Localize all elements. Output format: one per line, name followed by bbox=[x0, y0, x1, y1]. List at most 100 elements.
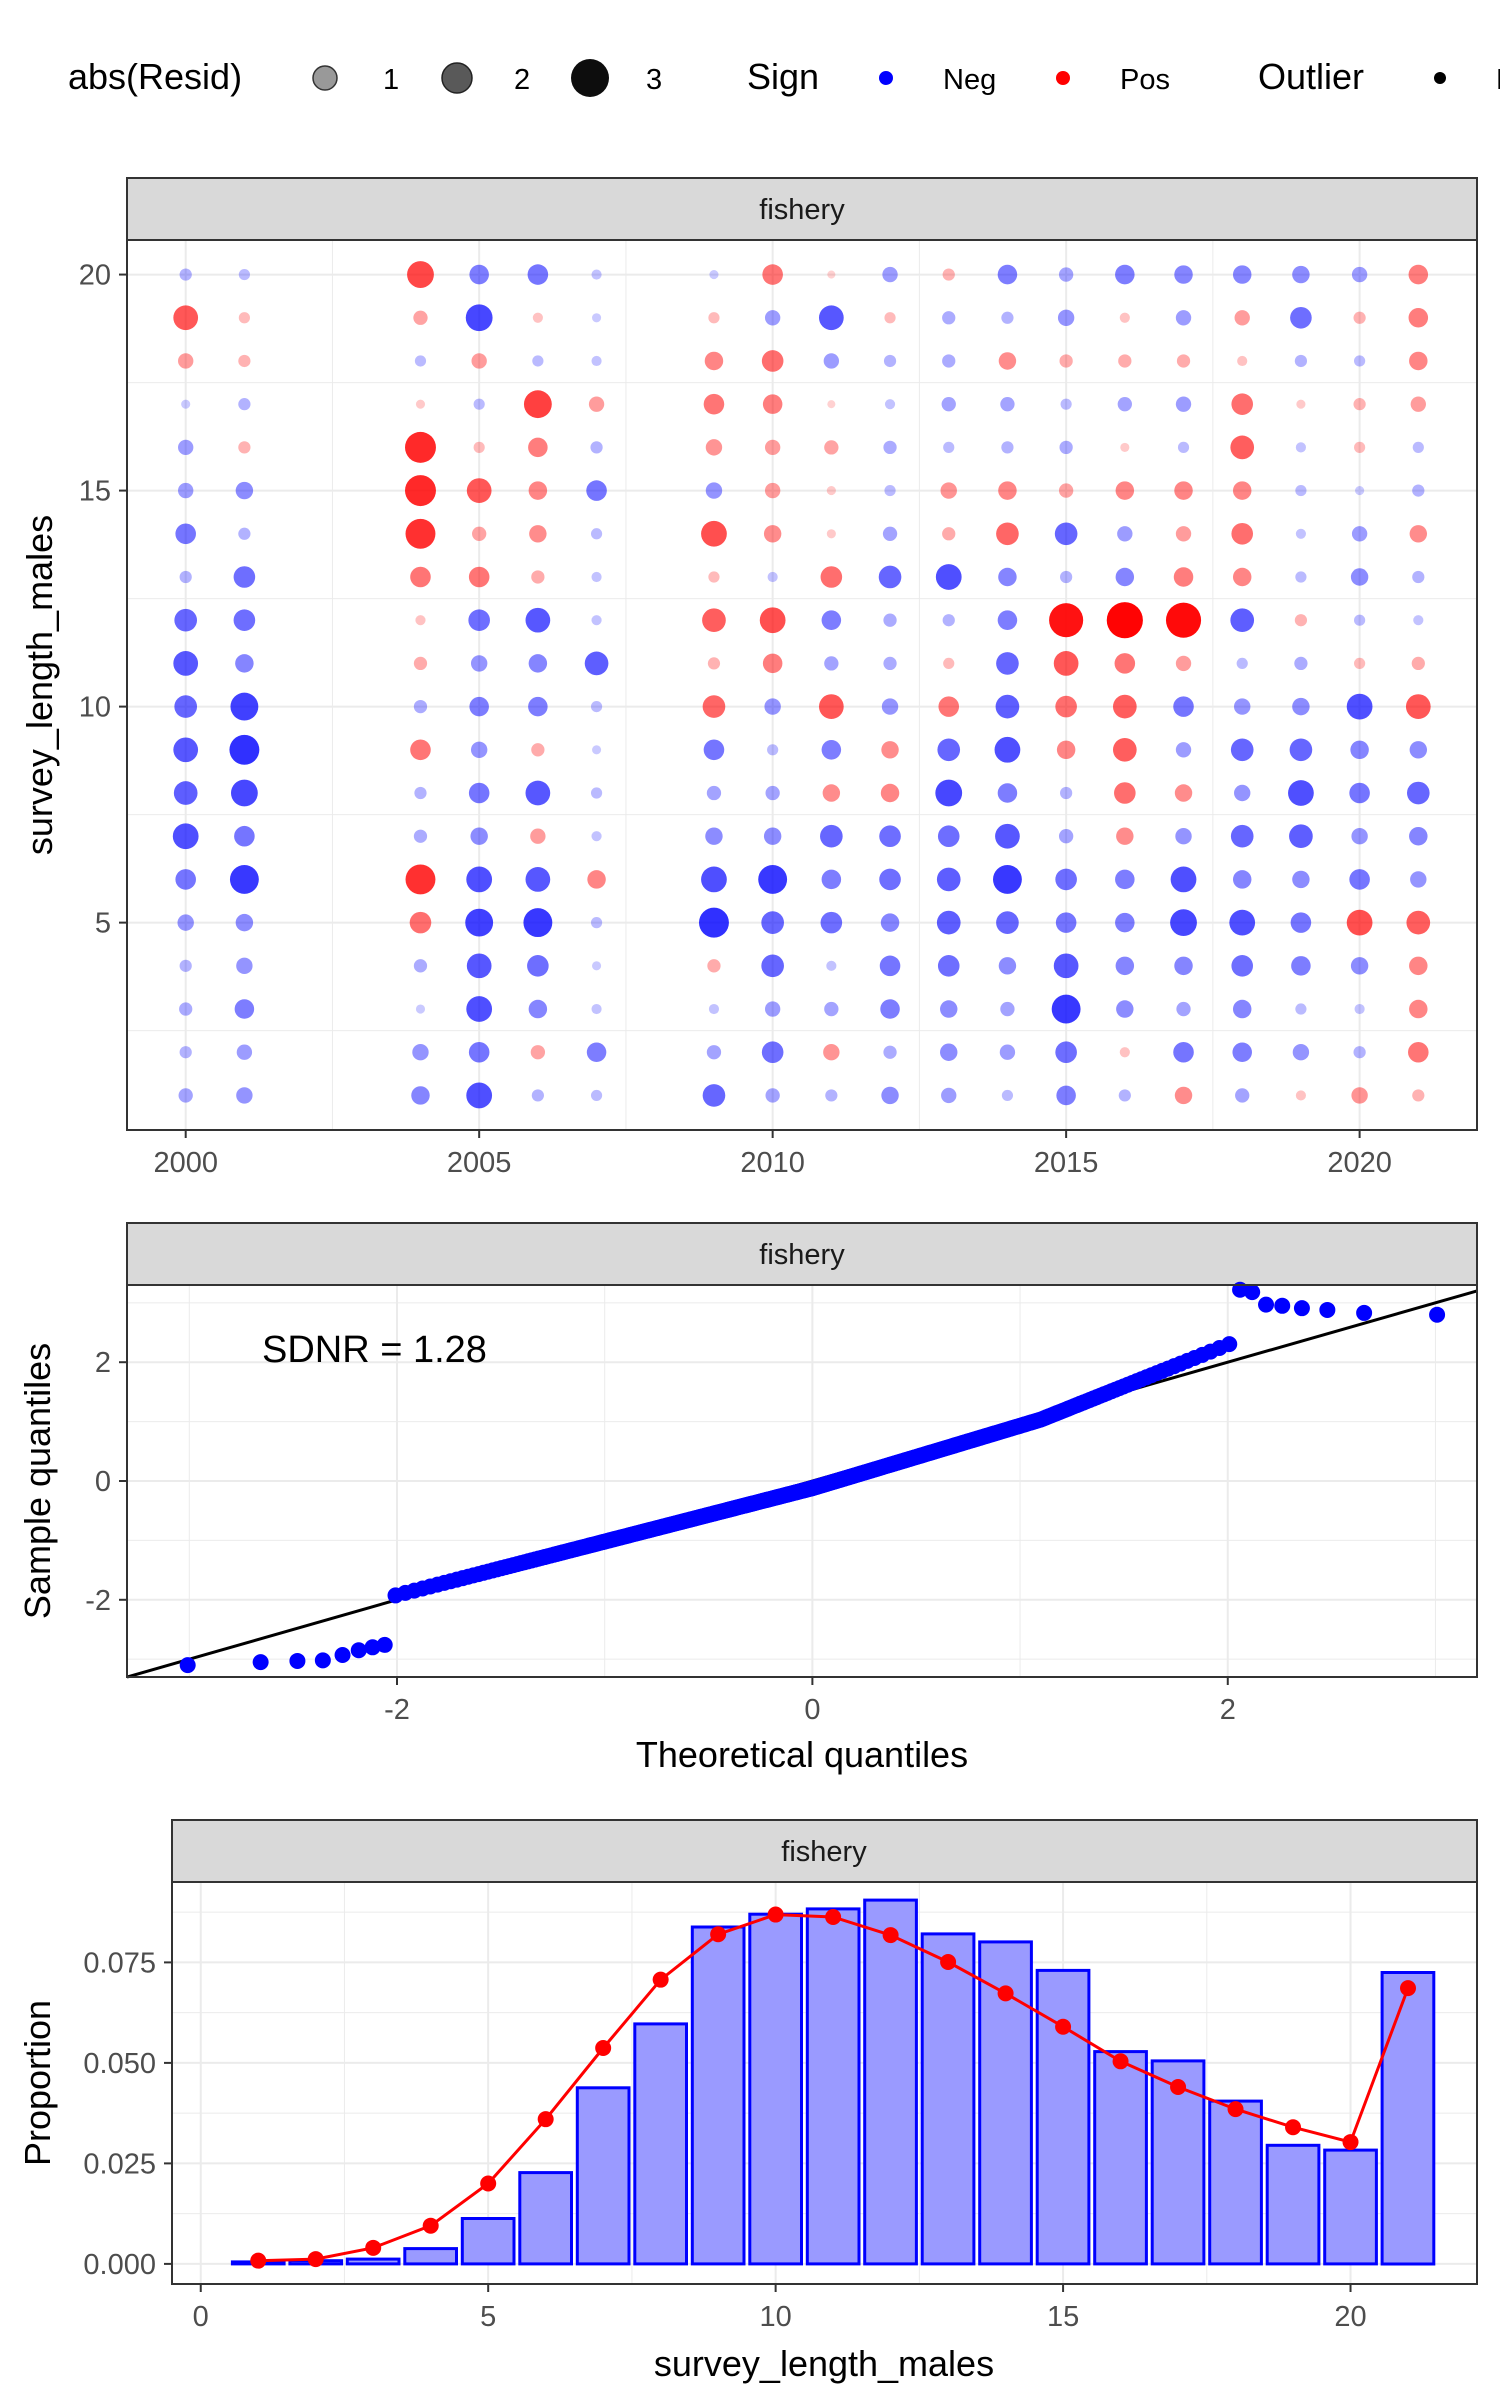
y-tick-label: 0 bbox=[95, 1466, 111, 1498]
residual-bubble bbox=[530, 1045, 546, 1060]
x-tick-label: -2 bbox=[384, 1694, 410, 1726]
predicted-point bbox=[1170, 2079, 1187, 2096]
residual-bubble bbox=[238, 398, 251, 411]
residual-bubble bbox=[532, 312, 543, 323]
residual-bubble bbox=[236, 957, 253, 975]
y-tick-label: 15 bbox=[79, 476, 111, 508]
residual-bubble bbox=[1175, 742, 1192, 758]
residual-bubble bbox=[1060, 398, 1072, 410]
residual-bubble bbox=[1355, 486, 1365, 496]
residual-bubble bbox=[466, 953, 492, 979]
observed-bar bbox=[920, 1932, 976, 2266]
residual-bubble bbox=[822, 784, 841, 802]
residual-bubble bbox=[1001, 441, 1014, 454]
qq-point bbox=[364, 1639, 381, 1656]
x-tick-label: 2000 bbox=[153, 1147, 218, 1179]
residual-bubble bbox=[1174, 481, 1193, 500]
residual-bubble bbox=[1001, 311, 1014, 324]
qq-x-axis-title: Theoretical quantiles bbox=[636, 1734, 968, 1775]
observed-bar bbox=[345, 2257, 401, 2266]
residual-bubble bbox=[233, 609, 256, 631]
predicted-point bbox=[595, 2040, 612, 2057]
residual-bubble bbox=[178, 353, 194, 369]
observed-bar bbox=[1093, 2050, 1148, 2266]
observed-bar bbox=[633, 2022, 688, 2266]
residual-bubble bbox=[174, 608, 198, 632]
residual-bubble bbox=[1349, 869, 1370, 890]
residual-bubble bbox=[1059, 354, 1073, 368]
residual-bubble bbox=[882, 526, 898, 541]
observed-bar bbox=[460, 2217, 516, 2266]
residual-bubble bbox=[1117, 526, 1133, 542]
predicted-point bbox=[1285, 2119, 1302, 2136]
x-tick-label: 10 bbox=[760, 2301, 792, 2333]
qq-y-axis-title: Sample quantiles bbox=[17, 1343, 58, 1619]
qq-point bbox=[1429, 1306, 1446, 1323]
predicted-point bbox=[365, 2239, 382, 2256]
residual-bubble bbox=[590, 787, 603, 799]
residual-bubble bbox=[938, 696, 960, 717]
residual-bubble bbox=[880, 913, 900, 932]
bubble-strip-label: fishery bbox=[759, 194, 845, 226]
residual-bubble bbox=[1232, 1042, 1252, 1062]
residual-bubble bbox=[1165, 602, 1202, 638]
residual-bubble bbox=[586, 480, 607, 501]
residual-bubble bbox=[940, 1000, 958, 1018]
residual-bubble bbox=[473, 398, 485, 410]
qq-content bbox=[126, 1281, 1478, 1679]
residual-bubble bbox=[413, 959, 428, 973]
residual-bubble bbox=[1055, 695, 1077, 718]
residual-bubble bbox=[410, 739, 431, 761]
residual-bubble bbox=[883, 656, 897, 671]
qq-point bbox=[376, 1636, 393, 1653]
residual-bubble bbox=[1232, 999, 1252, 1019]
residual-bubble bbox=[465, 304, 493, 332]
legend-size-key-3 bbox=[571, 59, 609, 97]
residual-bubble bbox=[1294, 656, 1308, 671]
residual-bubble bbox=[996, 652, 1019, 675]
legend-outlier-key bbox=[1434, 72, 1446, 84]
x-tick-label: 2 bbox=[1220, 1694, 1236, 1726]
residual-bubble bbox=[1349, 782, 1370, 804]
residual-bubble bbox=[701, 866, 727, 893]
residual-bubble bbox=[995, 694, 1020, 719]
residual-bubble bbox=[235, 913, 254, 932]
residual-bubble bbox=[531, 570, 545, 584]
observed-bar bbox=[748, 1912, 803, 2266]
residual-bubble bbox=[767, 744, 779, 756]
predicted-point bbox=[422, 2217, 439, 2234]
bubble-plot-area bbox=[127, 240, 1477, 1130]
residual-bubble bbox=[1346, 693, 1373, 720]
residual-bubble bbox=[591, 355, 602, 367]
residual-bubble bbox=[1296, 399, 1306, 409]
residual-bubble bbox=[1409, 741, 1428, 759]
y-tick-label: 5 bbox=[95, 908, 111, 940]
residual-bubble bbox=[1058, 483, 1074, 498]
predicted-point bbox=[882, 1927, 899, 1944]
residual-bubble bbox=[1119, 1047, 1130, 1058]
residual-bubble bbox=[1234, 784, 1251, 802]
y-tick-label: 10 bbox=[79, 692, 111, 724]
residual-bubble bbox=[409, 911, 432, 934]
residual-bubble bbox=[405, 518, 436, 549]
residual-bubble bbox=[1291, 956, 1311, 976]
residual-bubble bbox=[466, 478, 492, 503]
bar-plot-border bbox=[171, 1881, 1478, 2285]
residual-bubble bbox=[708, 312, 720, 324]
residual-bubble bbox=[236, 1044, 253, 1060]
residual-bubble bbox=[592, 961, 602, 971]
residual-bubble bbox=[942, 614, 955, 627]
qq-axes: -2 0 2 -2 0 2 bbox=[85, 1347, 1236, 1726]
residual-bubble bbox=[698, 907, 729, 938]
residual-bubble bbox=[763, 525, 782, 543]
residual-bubble bbox=[1232, 567, 1252, 587]
residual-bubble bbox=[404, 475, 436, 507]
residual-bubble bbox=[1292, 265, 1310, 284]
residual-bubble bbox=[702, 608, 726, 633]
residual-bubble bbox=[1232, 481, 1252, 500]
residual-bubble bbox=[764, 1001, 781, 1017]
residual-bubble bbox=[705, 482, 723, 499]
residual-bubble bbox=[879, 825, 901, 848]
residual-bubble bbox=[584, 651, 609, 676]
y-tick-label: 20 bbox=[79, 260, 111, 292]
